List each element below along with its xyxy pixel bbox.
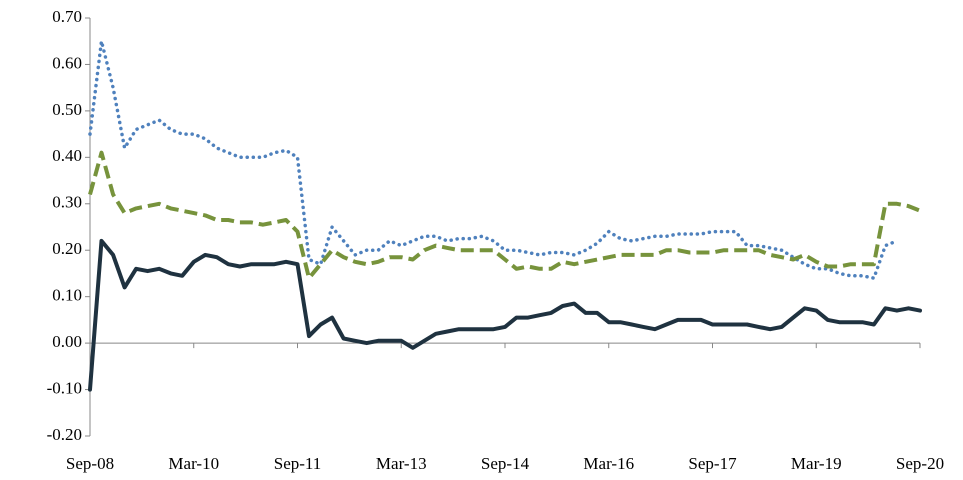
x-tick-label: Sep-20	[896, 454, 944, 473]
y-tick-label: 0.50	[52, 100, 82, 119]
x-tick-label: Sep-08	[66, 454, 114, 473]
series-line	[88, 39, 899, 280]
y-tick-label: 0.60	[52, 53, 82, 72]
x-tick-label: Mar-10	[168, 454, 219, 473]
x-tick-label: Mar-16	[583, 454, 634, 473]
series-line	[88, 150, 921, 281]
y-tick-label: 0.30	[52, 193, 82, 212]
y-tick-label: 0.10	[52, 286, 82, 305]
series-line	[88, 238, 922, 392]
y-tick-label: 0.40	[52, 146, 82, 165]
y-tick-label: -0.20	[47, 425, 82, 444]
x-tick-label: Sep-14	[481, 454, 530, 473]
y-tick-label: -0.10	[47, 378, 82, 397]
x-tick-label: Mar-13	[376, 454, 427, 473]
x-tick-label: Sep-11	[274, 454, 322, 473]
y-tick-label: 0.00	[52, 332, 82, 351]
y-tick-label: 0.70	[52, 7, 82, 26]
y-tick-label: 0.20	[52, 239, 82, 258]
x-tick-label: Sep-17	[688, 454, 737, 473]
x-tick-label: Mar-19	[791, 454, 842, 473]
